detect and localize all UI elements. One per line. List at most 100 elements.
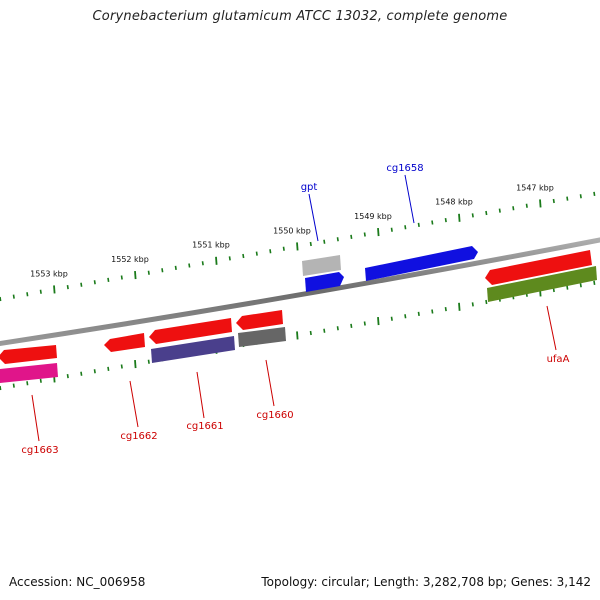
major-tick [134,360,137,369]
minor-tick [80,371,83,376]
minor-tick [431,220,434,225]
minor-tick [93,280,96,285]
minor-tick [161,268,164,273]
minor-tick [417,222,420,228]
minor-tick [566,285,569,290]
minor-tick [228,256,231,261]
minor-tick [188,263,191,268]
minor-tick [350,323,353,329]
minor-tick [485,299,488,305]
minor-tick [471,302,474,307]
major-tick [215,256,218,265]
minor-tick [336,237,339,242]
feature-cg1663-pink[interactable] [0,363,58,383]
tick-label: 1552 kbp [111,255,149,264]
major-tick [134,271,137,280]
minor-tick [593,191,596,197]
leader-cg1661 [196,371,205,419]
minor-tick [26,381,29,386]
reverse-strand-features [0,250,597,383]
minor-tick [471,213,474,218]
minor-tick [417,311,420,317]
minor-tick [552,198,555,204]
minor-tick [566,196,569,201]
minor-tick [242,253,245,259]
feature-cg1663-red[interactable] [0,345,57,364]
genome-backbone [0,237,600,347]
major-tick [296,242,299,251]
minor-tick [390,227,393,232]
minor-tick [147,270,150,275]
feature-gpt[interactable] [305,272,344,292]
major-tick [458,213,461,222]
minor-tick [174,265,177,271]
feature-ufaA-olive[interactable] [487,266,597,302]
minor-tick [498,208,501,213]
leader-lines [31,174,557,442]
major-tick [296,331,299,340]
minor-tick [39,378,42,383]
tick-label: 1547 kbp [516,183,554,192]
tick-label: 1549 kbp [354,212,392,221]
minor-tick [404,314,407,319]
minor-tick [107,366,110,372]
minor-tick [579,194,582,199]
minor-tick [323,239,326,244]
major-tick [53,285,56,294]
gene-label-cg1662[interactable]: cg1662 [120,431,157,442]
leader-gpt [308,193,319,242]
minor-tick [525,203,528,208]
minor-tick [107,277,110,283]
map-title: Corynebacterium glutamicum ATCC 13032, c… [92,9,508,24]
topology-text: Topology: circular; Length: 3,282,708 bp… [261,575,591,589]
feature-cg1661-purple[interactable] [151,336,235,363]
major-tick [458,302,461,311]
minor-tick [485,210,488,216]
minor-tick [0,296,2,302]
gene-label-cg1658[interactable]: cg1658 [386,163,423,174]
tick-label: 1551 kbp [192,241,230,250]
leader-cg1660 [265,359,275,407]
minor-tick [363,321,366,326]
minor-tick [404,225,407,230]
leader-ufaA [546,305,557,351]
minor-tick [579,283,582,288]
feature-ufaA[interactable] [485,250,592,285]
tick-labels: 1553 kbp 1552 kbp 1551 kbp 1550 kbp 1549 kbp… [30,183,554,278]
feature-cg1660-red[interactable] [236,310,283,330]
minor-tick [80,282,83,287]
minor-tick [269,249,272,254]
minor-tick [444,306,447,312]
forward-strand-features [302,246,478,292]
feature-cg1662[interactable] [104,333,145,352]
minor-tick [120,275,123,280]
tick-ring-outer [0,191,596,302]
minor-tick [444,217,447,223]
feature-cg1660-gray[interactable] [238,327,286,347]
minor-tick [66,373,69,379]
minor-tick [12,383,15,388]
minor-tick [0,385,2,391]
minor-tick [363,232,366,237]
gene-labels: gpt cg1658 ufaA cg1660 cg1661 cg1662 cg1… [21,163,569,456]
major-tick [539,199,542,208]
gene-label-gpt[interactable]: gpt [301,182,318,193]
feature-cg1661-red[interactable] [149,318,232,344]
minor-tick [93,369,96,374]
gene-label-ufaA[interactable]: ufaA [547,354,570,365]
feature-gpt-light[interactable] [302,255,341,276]
tick-label: 1553 kbp [30,269,68,278]
minor-tick [255,251,258,256]
gene-label-cg1660[interactable]: cg1660 [256,410,293,421]
major-tick [377,228,380,237]
minor-tick [593,280,596,286]
tick-label: 1548 kbp [435,198,473,207]
gene-label-cg1661[interactable]: cg1661 [186,421,223,432]
feature-cg1658[interactable] [365,246,478,281]
minor-tick [512,206,515,211]
minor-tick [12,294,15,299]
minor-tick [350,234,353,240]
gene-label-cg1663[interactable]: cg1663 [21,445,58,456]
leader-cg1658 [404,174,415,224]
